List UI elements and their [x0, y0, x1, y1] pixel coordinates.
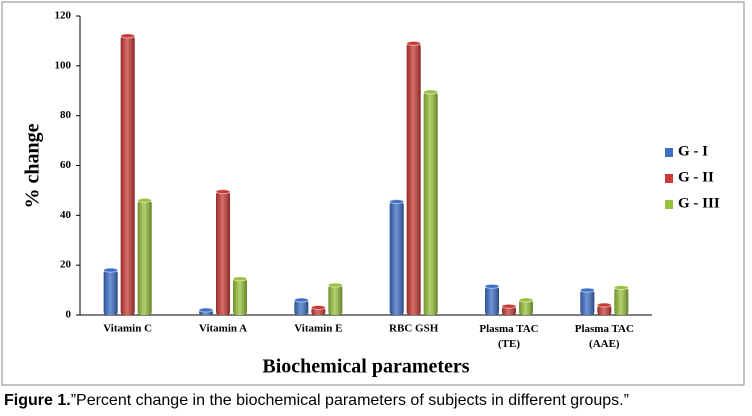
bar	[406, 40, 422, 316]
bar	[293, 297, 309, 315]
y-tick-label: 20	[60, 259, 72, 271]
x-axis-label: Biochemical parameters	[262, 356, 469, 378]
y-tick-label: 60	[60, 159, 72, 171]
chart: % change Biochemical parameters 0 20 40 60 8…	[1, 1, 745, 386]
y-tick-label: 120	[55, 10, 72, 22]
y-tick-label: 40	[60, 209, 72, 221]
legend-swatch	[665, 174, 673, 183]
bar	[389, 199, 405, 315]
caption-label: Figure 1.	[4, 392, 71, 409]
bar	[596, 302, 612, 315]
bar	[215, 189, 231, 315]
legend-swatch	[665, 148, 673, 157]
legend-swatch	[665, 200, 673, 209]
x-tick-label: Plasma TAC (TE)	[479, 323, 538, 350]
bar	[501, 303, 517, 315]
bar	[310, 305, 326, 315]
x-tick-label: RBC GSH	[389, 323, 439, 335]
caption-text: ”Percent change in the biochemical param…	[70, 392, 629, 409]
legend-label: G - III	[678, 195, 720, 211]
bar	[423, 89, 439, 315]
bar	[198, 307, 214, 315]
y-axis-label: % change	[22, 123, 44, 208]
x-tick-label: Vitamin C	[103, 323, 152, 335]
bar	[484, 283, 500, 315]
caption: Figure 1.”Percent change in the biochemi…	[4, 392, 629, 410]
legend-label: G - II	[678, 169, 714, 185]
x-tick-label: Vitamin A	[199, 323, 247, 335]
y-tick-label: 100	[55, 59, 72, 71]
bar	[103, 267, 119, 315]
y-tick-label: 80	[60, 109, 72, 121]
bar	[327, 282, 343, 315]
y-tick-label: 0	[66, 309, 72, 321]
bar	[137, 197, 153, 315]
bar	[120, 33, 136, 315]
bar	[579, 287, 595, 315]
x-tick-label: Plasma TAC (AAE)	[575, 323, 634, 350]
bar	[518, 297, 534, 315]
bar	[613, 285, 629, 315]
legend-label: G - I	[678, 143, 708, 159]
bar	[232, 276, 248, 315]
x-tick-label: Vitamin E	[294, 323, 342, 335]
